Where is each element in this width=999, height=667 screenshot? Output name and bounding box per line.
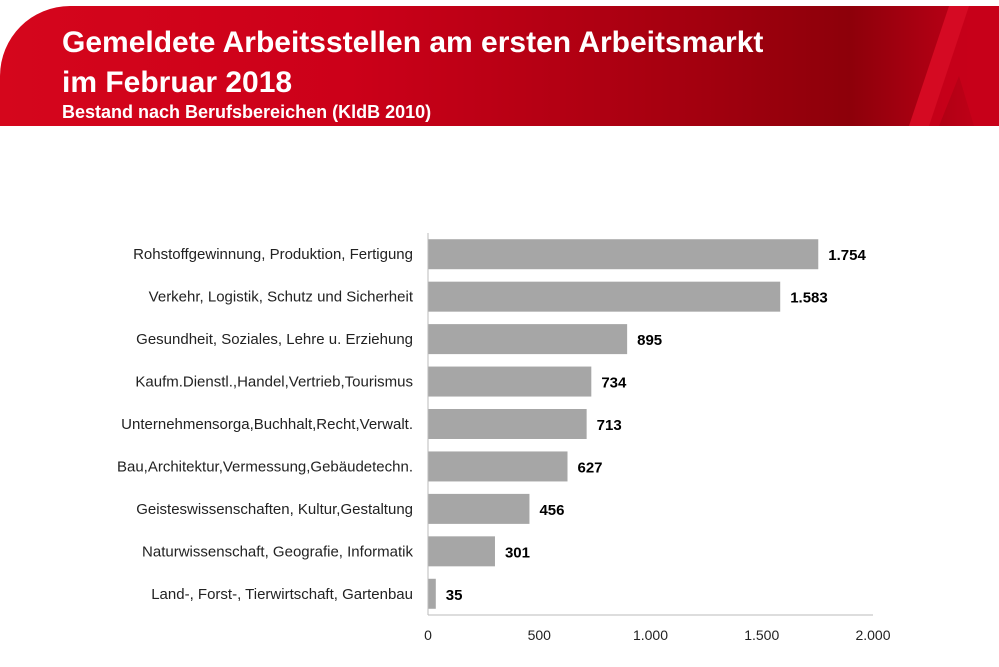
page-title: Gemeldete Arbeitsstellen am ersten Arbei… xyxy=(62,26,764,59)
page-title-line2: im Februar 2018 xyxy=(62,66,293,99)
category-label: Unternehmensorga,Buchhalt,Recht,Verwalt. xyxy=(121,416,413,433)
bar xyxy=(428,281,781,312)
category-label: Rohstoffgewinnung, Produktion, Fertigung xyxy=(133,246,413,263)
data-label: 895 xyxy=(637,332,662,349)
data-label: 301 xyxy=(505,544,530,561)
bar xyxy=(428,239,819,270)
category-label: Geisteswissenschaften, Kultur,Gestaltung xyxy=(136,501,413,518)
header-banner: Gemeldete Arbeitsstellen am ersten Arbei… xyxy=(0,6,999,126)
x-tick-label: 1.000 xyxy=(633,627,668,643)
data-label: 1.754 xyxy=(828,247,866,264)
data-label: 1.583 xyxy=(790,290,828,307)
bar xyxy=(428,536,495,567)
x-tick-label: 1.500 xyxy=(744,627,779,643)
page-subtitle: Bestand nach Berufsbereichen (KldB 2010) xyxy=(62,102,432,122)
category-label: Kaufm.Dienstl.,Handel,Vertrieb,Tourismus xyxy=(135,374,413,391)
bar xyxy=(428,493,530,524)
data-label: 456 xyxy=(539,502,564,519)
x-tick-label: 2.000 xyxy=(855,627,890,643)
category-label: Land-, Forst-, Tierwirtschaft, Gartenbau xyxy=(151,586,413,603)
bar xyxy=(428,578,436,609)
x-tick-label: 500 xyxy=(528,627,552,643)
bar xyxy=(428,324,628,355)
category-label: Verkehr, Logistik, Schutz und Sicherheit xyxy=(149,289,414,306)
data-label: 627 xyxy=(578,459,603,476)
data-label: 734 xyxy=(601,375,627,392)
category-label: Gesundheit, Soziales, Lehre u. Erziehung xyxy=(136,331,413,348)
category-label: Bau,Architektur,Vermessung,Gebäudetechn. xyxy=(117,458,413,475)
x-tick-label: 0 xyxy=(424,627,432,643)
arbeitsagentur-logo-icon xyxy=(909,6,999,126)
data-label: 713 xyxy=(597,417,622,434)
bar xyxy=(428,451,568,482)
bar xyxy=(428,409,587,439)
category-label: Naturwissenschaft, Geografie, Informatik xyxy=(142,543,413,560)
bar xyxy=(428,366,592,397)
data-label: 35 xyxy=(446,587,463,604)
